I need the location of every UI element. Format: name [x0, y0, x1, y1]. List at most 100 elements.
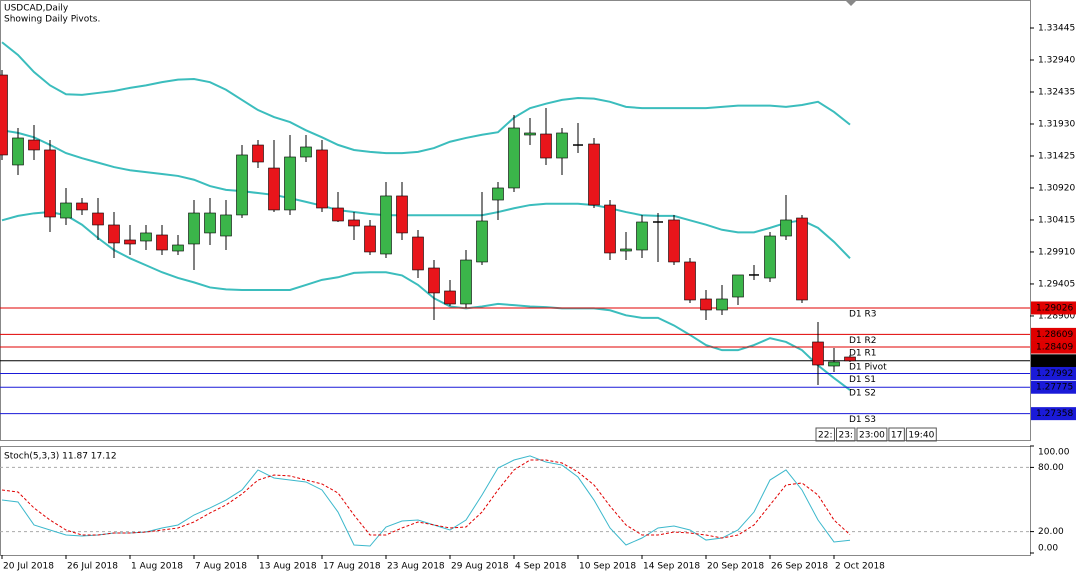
x-tick-label: 26 Jul 2018	[67, 562, 118, 572]
pivot-label: D1 S2	[849, 389, 876, 399]
price-box-label: 1.27358	[1036, 409, 1073, 419]
candle-body	[12, 137, 24, 166]
candle-body	[348, 219, 360, 227]
scroll-marker	[845, 0, 857, 6]
y-tick-label: 1.30920	[1038, 183, 1075, 193]
candle-body	[444, 290, 456, 305]
candle-body	[700, 298, 712, 311]
candle-body	[156, 234, 168, 251]
stoch-title: Stoch(5,3,3) 11.87 17.12	[4, 452, 117, 462]
price-box-label: 1.29026	[1036, 303, 1073, 313]
main-panel-frame	[0, 0, 1031, 441]
candle-body	[668, 219, 680, 263]
candle-body	[508, 127, 520, 189]
x-tick-label: 10 Sep 2018	[579, 562, 636, 572]
time-box	[815, 427, 835, 442]
price-box	[1031, 327, 1076, 341]
candle-body	[588, 143, 600, 206]
x-tick-label: 26 Sep 2018	[771, 562, 828, 572]
price-box-label: 1.27775	[1036, 383, 1073, 393]
price-box	[1031, 366, 1076, 380]
chart-title: USDCAD,Daily	[4, 4, 69, 14]
x-tick-label: 17 Aug 2018	[323, 562, 381, 572]
stoch-panel-frame	[0, 446, 1031, 556]
time-box	[905, 427, 937, 442]
candle-body	[524, 132, 536, 136]
pivot-label: D1 R2	[849, 336, 877, 346]
x-tick-label: 2 Oct 2018	[835, 562, 885, 572]
price-box	[1031, 354, 1076, 368]
candle-body	[300, 146, 312, 158]
candle-body	[76, 202, 88, 211]
candle-body	[268, 167, 280, 211]
time-label: 23:	[838, 431, 852, 441]
price-box-label: 1.28192	[1036, 356, 1073, 366]
candle-body	[828, 361, 840, 367]
candle-body	[44, 149, 56, 218]
time-label: 22:	[818, 431, 832, 441]
y-tick-label: 1.29910	[1038, 247, 1075, 257]
time-label: 19:40	[908, 431, 934, 441]
y-tick-label: 1.28900	[1038, 311, 1075, 321]
candle-body	[28, 139, 40, 151]
candle-body	[284, 156, 296, 211]
chart-subtitle: Showing Daily Pivots.	[4, 15, 100, 25]
time-label: 23:00	[859, 431, 885, 441]
pivot-label: D1 Pivot	[849, 362, 887, 372]
candle-body	[204, 212, 216, 234]
y-tick-label: 1.29405	[1038, 279, 1075, 289]
x-tick-label: 7 Aug 2018	[195, 562, 247, 572]
candle-body	[316, 149, 328, 209]
pivot-label: D1 R3	[849, 309, 877, 319]
candle-body	[332, 207, 344, 222]
candle-body	[620, 248, 632, 252]
candle-body	[780, 219, 792, 237]
y-tick-label: 1.31425	[1038, 151, 1075, 161]
time-box	[856, 427, 888, 442]
candle-body	[364, 225, 376, 253]
y-tick-label: 80.00	[1038, 463, 1064, 473]
candle-body	[412, 236, 424, 271]
price-box	[1031, 407, 1076, 421]
band-upper	[1, 41, 851, 155]
candle-body	[844, 356, 856, 362]
candle-body	[636, 221, 648, 251]
time-box	[835, 427, 856, 442]
candle-body	[396, 195, 408, 234]
pivot-label: D1 S3	[849, 415, 876, 425]
y-tick-label: 0.00	[1038, 544, 1058, 554]
candle-body	[172, 244, 184, 252]
y-tick-label: 1.32940	[1038, 55, 1075, 65]
price-box-label: 1.27992	[1036, 369, 1073, 379]
pivot-label: D1 S1	[849, 375, 876, 385]
y-tick-label: 1.31930	[1038, 119, 1075, 129]
price-box-label: 1.28409	[1036, 343, 1073, 353]
y-tick-label: 1.33445	[1038, 24, 1075, 34]
x-tick-label: 13 Aug 2018	[259, 562, 317, 572]
candle-body	[140, 232, 152, 242]
price-box	[1031, 301, 1076, 315]
x-tick-label: 20 Jul 2018	[3, 562, 54, 572]
candle-body	[428, 267, 440, 294]
pivot-label: D1 R1	[849, 349, 877, 359]
price-box-label: 1.28609	[1036, 330, 1073, 340]
price-box	[1031, 340, 1076, 354]
y-tick-label: 1.30415	[1038, 215, 1075, 225]
time-box	[888, 427, 905, 442]
candle-body	[764, 235, 776, 279]
x-tick-label: 20 Sep 2018	[707, 562, 764, 572]
candle-body	[796, 217, 808, 301]
x-tick-label: 29 Aug 2018	[451, 562, 509, 572]
y-tick-label: 20.00	[1038, 527, 1064, 537]
main-plot	[0, 41, 1030, 415]
candle-body	[812, 341, 824, 366]
band-lower	[1, 211, 851, 391]
candle-body	[380, 195, 392, 255]
x-tick-label: 1 Aug 2018	[131, 562, 183, 572]
price-box	[1031, 380, 1076, 394]
y-tick-label: 1.32435	[1038, 87, 1075, 97]
candle-body	[92, 212, 104, 226]
